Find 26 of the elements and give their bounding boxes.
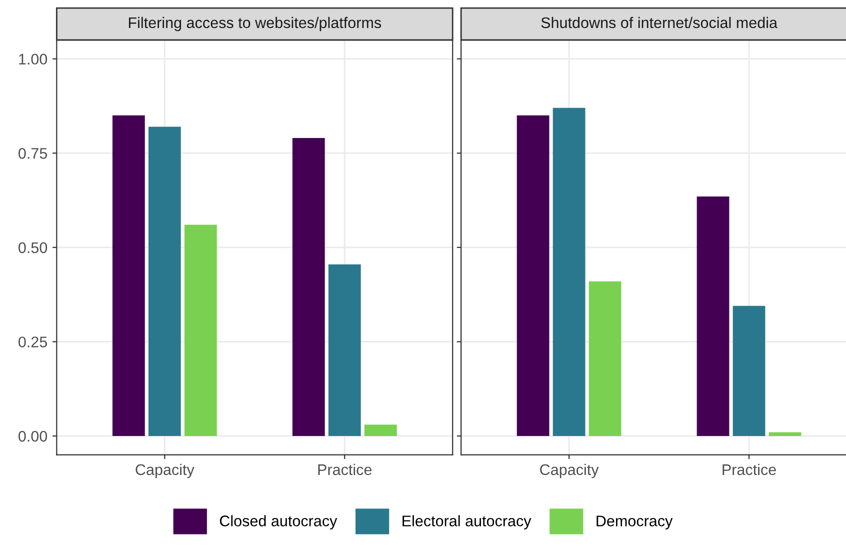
- x-tick-label: Capacity: [136, 464, 194, 478]
- bar: [328, 264, 361, 436]
- bar: [364, 424, 397, 436]
- chart-title: Shutdowns of internet/social media: [541, 16, 778, 28]
- chart-title: Filtering access to websites/platforms: [128, 16, 382, 32]
- legend-label: Democracy: [596, 516, 673, 530]
- bar: [112, 115, 145, 436]
- x-tick-label: Practice: [318, 464, 372, 476]
- y-tick-label: 0.00: [18, 430, 48, 442]
- bar: [184, 224, 217, 436]
- bar: [148, 126, 181, 436]
- bar: [292, 138, 325, 436]
- bar: [552, 108, 586, 436]
- y-tick-label: 1.00: [19, 54, 48, 65]
- legend-label: Electoral autocracy: [402, 515, 532, 530]
- bar: [768, 432, 802, 436]
- x-tick-label: Practice: [722, 464, 776, 476]
- bar: [696, 196, 730, 436]
- legend-label: Closed autocracy: [220, 515, 338, 530]
- x-tick-label: Capacity: [540, 464, 599, 478]
- y-tick-label: 0.75: [18, 148, 48, 159]
- bar: [588, 281, 622, 436]
- y-tick-label: 0.50: [18, 242, 48, 254]
- bar: [732, 306, 766, 436]
- y-tick-label: 0.25: [18, 336, 48, 348]
- bar: [516, 115, 550, 436]
